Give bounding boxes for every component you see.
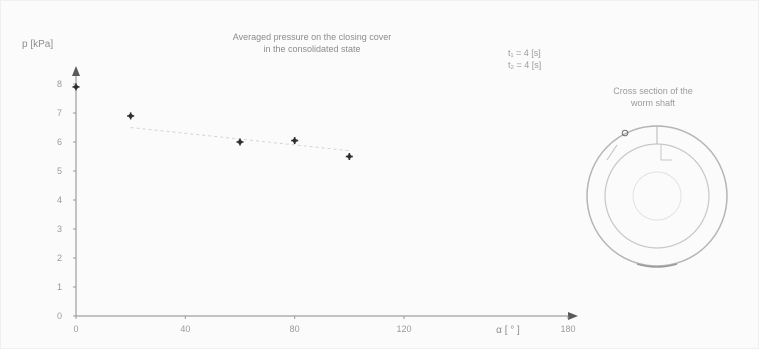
y-tick-group: 0 1 2 3 4 5 6 7 8 [57,79,76,321]
x-tick-label: 80 [290,324,300,334]
x-tick-label: 0 [73,324,78,334]
data-point [345,153,353,160]
radial-line-left [606,144,618,161]
x-tick-label: 180 [560,324,575,334]
bottom-arc-shadow [636,263,678,268]
y-axis-arrowhead [72,66,80,76]
inner-notch [660,144,672,161]
data-point [291,137,299,145]
center-circle [632,171,682,221]
chart-title-line-1: Averaged pressure on the closing cover [233,32,391,42]
data-point [72,83,80,91]
x-axis-arrowhead [568,312,578,320]
y-tick-label: 1 [57,282,62,292]
y-tick-label: 0 [57,311,62,321]
chart-title-line-2: in the consolidated state [263,44,360,54]
y-tick-label: 5 [57,166,62,176]
y-tick-label: 7 [57,108,62,118]
data-points [72,83,353,160]
y-tick-label: 2 [57,253,62,263]
x-tick-label: 40 [180,324,190,334]
outer-circle [586,125,728,267]
annotation-line-2: t₂ = 4 [s] [508,60,541,70]
annotation-line-1: t₁ = 4 [s] [508,48,541,58]
data-point [127,112,135,120]
x-tick-group: 0 40 80 120 180 [73,316,576,334]
y-tick-label: 8 [57,79,62,89]
worm-shaft-cross-section: Cross section of the worm shaft [586,86,728,268]
marker-ring [621,129,629,137]
y-tick-label: 6 [57,137,62,147]
x-axis-label: α [ ° ] [496,325,520,336]
y-tick-label: 3 [57,224,62,234]
y-axis-label: p [kPa] [22,39,53,50]
inset-title-line-1: Cross section of the [613,86,693,96]
inset-title-line-2: worm shaft [630,98,676,108]
inner-circle [604,143,710,249]
data-point [236,138,244,146]
y-tick-label: 4 [57,195,62,205]
x-tick-label: 120 [396,324,411,334]
